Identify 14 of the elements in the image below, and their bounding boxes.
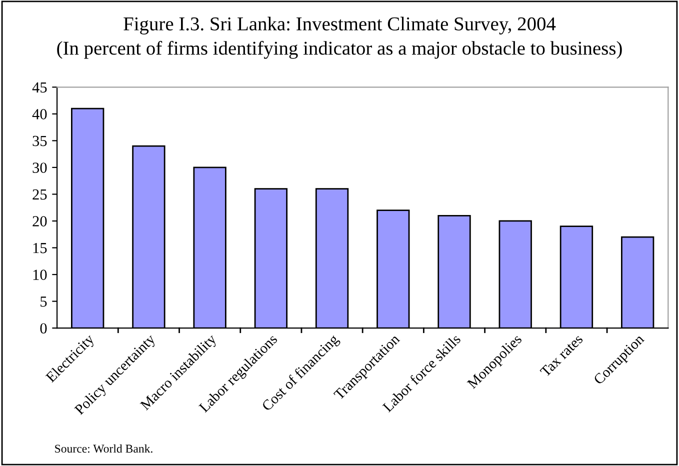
y-tick-label: 40	[32, 109, 47, 120]
y-tick-label: 30	[32, 162, 47, 173]
chart-subtitle: (In percent of firms identifying indicator as a major obstacle to business)	[57, 40, 622, 59]
y-tick-label: 15	[33, 242, 47, 254]
y-tick-label: 10	[33, 270, 47, 280]
source-note: Source: World Bank.	[55, 444, 152, 453]
y-tick-label: 20	[32, 216, 47, 226]
y-tick-label: 0	[40, 323, 47, 334]
y-tick-label: 5	[40, 296, 47, 307]
y-tick-label: 45	[32, 82, 47, 93]
chart-title: Figure I.3. Sri Lanka: Investment Climate Survey, 2004	[124, 16, 556, 34]
x-tick-label: Tax rates	[540, 334, 584, 378]
y-tick-label: 35	[32, 136, 47, 146]
y-tick-label: 25	[32, 189, 47, 200]
